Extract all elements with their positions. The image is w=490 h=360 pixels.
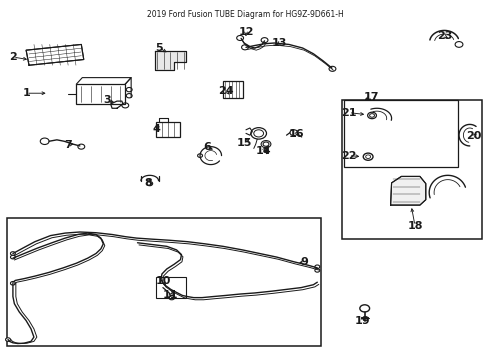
Text: 7: 7 <box>64 140 72 150</box>
Polygon shape <box>391 176 426 205</box>
Text: 23: 23 <box>437 31 452 41</box>
Circle shape <box>10 252 15 255</box>
Circle shape <box>10 255 15 259</box>
Text: 19: 19 <box>354 316 370 325</box>
Text: 2019 Ford Fusion TUBE Diagram for HG9Z-9D661-H: 2019 Ford Fusion TUBE Diagram for HG9Z-9… <box>147 10 343 19</box>
Text: 4: 4 <box>152 124 160 134</box>
Text: 18: 18 <box>407 221 423 231</box>
Text: 16: 16 <box>289 129 304 139</box>
Text: 5: 5 <box>156 43 163 53</box>
Text: 22: 22 <box>341 150 356 161</box>
Bar <box>342 100 482 239</box>
Circle shape <box>10 282 15 285</box>
Polygon shape <box>155 51 186 69</box>
Circle shape <box>315 265 320 269</box>
Bar <box>156 122 179 137</box>
Text: 13: 13 <box>271 38 287 48</box>
Text: 8: 8 <box>145 178 152 188</box>
Text: 2: 2 <box>9 52 17 62</box>
Text: 11: 11 <box>163 291 178 301</box>
Text: 6: 6 <box>203 142 211 152</box>
Bar <box>223 81 243 98</box>
Text: 12: 12 <box>238 27 254 37</box>
Text: 10: 10 <box>155 276 171 286</box>
Text: 15: 15 <box>236 139 252 148</box>
Text: 1: 1 <box>22 88 30 98</box>
Polygon shape <box>26 44 84 65</box>
Bar <box>76 84 125 104</box>
Bar <box>6 219 321 346</box>
Text: 20: 20 <box>466 131 481 141</box>
Circle shape <box>5 338 10 341</box>
Bar <box>156 277 186 298</box>
Text: 9: 9 <box>301 257 309 267</box>
Circle shape <box>315 269 320 272</box>
Text: 14: 14 <box>256 145 271 156</box>
Text: 17: 17 <box>363 92 379 102</box>
Text: 24: 24 <box>219 86 234 96</box>
Text: 3: 3 <box>103 95 111 105</box>
Circle shape <box>197 154 202 157</box>
Text: 21: 21 <box>341 108 356 118</box>
Bar <box>344 100 458 167</box>
